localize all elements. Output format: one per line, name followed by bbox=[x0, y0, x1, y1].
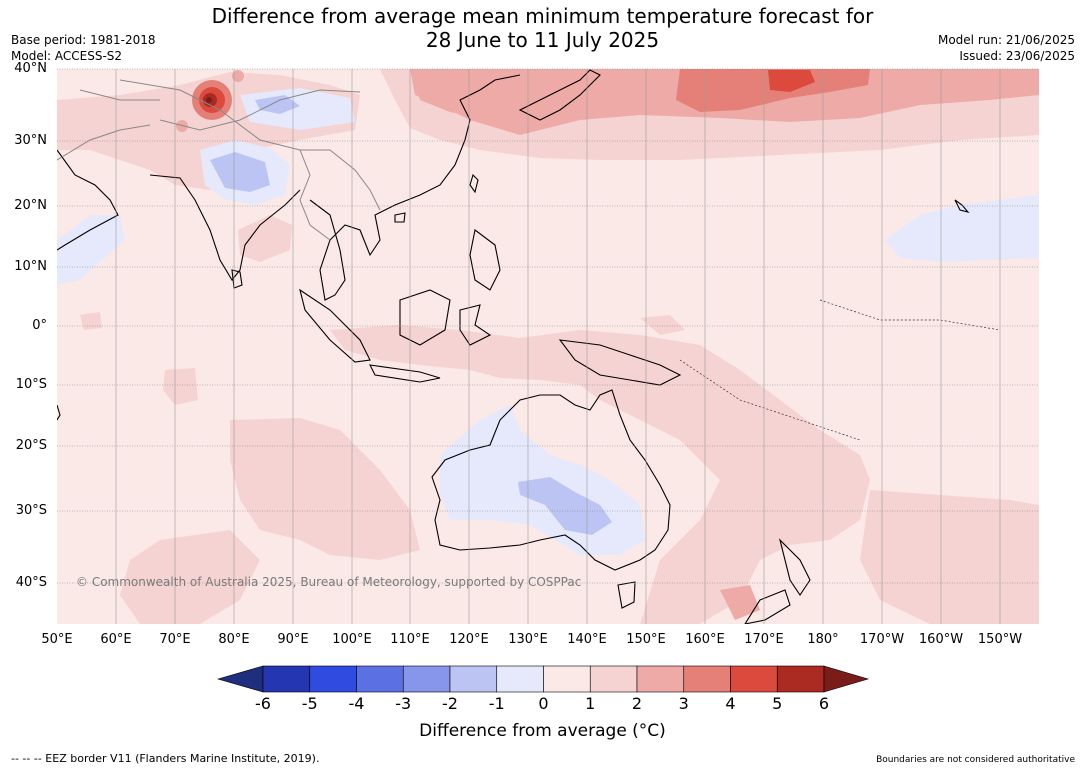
lon-label: 90°E bbox=[277, 632, 309, 647]
base-period: Base period: 1981-2018 bbox=[11, 33, 156, 47]
political-boundaries bbox=[57, 79, 381, 241]
colorbar-tick-label: -2 bbox=[442, 694, 458, 713]
anomaly-region-coral-sea bbox=[330, 325, 870, 624]
colorbar-tick-label: 3 bbox=[678, 694, 689, 713]
lat-label: 30°S bbox=[15, 503, 47, 518]
colorbar-tick-label: 5 bbox=[772, 694, 783, 713]
anomaly-region-arabian-negative bbox=[57, 215, 125, 285]
lon-label: 70°E bbox=[159, 632, 191, 647]
colorbar-tick-label: 0 bbox=[538, 694, 549, 713]
colorbar-tick-label: -1 bbox=[488, 694, 505, 713]
anomaly-region-himalaya-negative-2 bbox=[255, 95, 300, 114]
anomaly-region-japan-4-5 bbox=[710, 70, 728, 86]
hainan-coast bbox=[394, 212, 406, 223]
sulawesi-coast bbox=[459, 304, 492, 346]
lon-label: 140°E bbox=[567, 632, 607, 647]
lon-label: 50°E bbox=[41, 632, 73, 647]
hawaii-coast bbox=[954, 199, 970, 213]
meta-left: Base period: 1981-2018 Model: ACCESS-S2 bbox=[11, 32, 156, 64]
colorbar-tick-label: 6 bbox=[818, 694, 830, 713]
colorbar-tick-label: 4 bbox=[725, 694, 736, 713]
lat-label: 20°N bbox=[14, 198, 47, 213]
issued-date: Issued: 23/06/2025 bbox=[959, 49, 1075, 63]
new-zealand-north-coast bbox=[778, 538, 811, 596]
anomaly-region-north-pacific-5-6 bbox=[768, 70, 815, 92]
eez-borders bbox=[679, 299, 1001, 441]
anomaly-region-indian-ocean-2 bbox=[120, 530, 260, 624]
africa-coast bbox=[57, 404, 61, 421]
new-guinea-coast bbox=[558, 339, 682, 386]
anomaly-region-indian-ocean-1 bbox=[230, 418, 420, 560]
model-run: Model run: 21/06/2025 bbox=[937, 33, 1075, 47]
anomaly-region-equatorial bbox=[640, 315, 685, 335]
coastlines bbox=[57, 69, 970, 624]
lon-label: 150°W bbox=[977, 632, 1023, 647]
colorbar-label: Difference from average (°C) bbox=[419, 721, 666, 741]
anomaly-region-indian-ocean-4 bbox=[80, 312, 102, 330]
taiwan-coast bbox=[469, 173, 479, 194]
title-line-1: Difference from average mean minimum tem… bbox=[211, 4, 874, 28]
lat-label: 10°S bbox=[15, 377, 47, 392]
lat-label: 40°N bbox=[14, 61, 47, 76]
tasmania-coast bbox=[617, 581, 636, 609]
lat-label: 0° bbox=[32, 318, 47, 333]
lon-label: 130°E bbox=[508, 632, 548, 647]
colorbar-tick-label: -3 bbox=[395, 694, 412, 713]
east-asia-coast bbox=[309, 74, 521, 301]
japan-coast bbox=[518, 69, 601, 121]
anomaly-region-pacific-east bbox=[860, 490, 1039, 624]
lat-label: 20°S bbox=[15, 438, 47, 453]
boundaries-note: Boundaries are not considered authoritat… bbox=[876, 755, 1075, 765]
anomaly-spot-caspian bbox=[232, 70, 244, 82]
gridlines bbox=[57, 68, 1039, 584]
lon-label: 170°E bbox=[744, 632, 784, 647]
lon-label: 80°E bbox=[218, 632, 250, 647]
borneo-coast bbox=[399, 289, 451, 346]
map-title: Difference from average mean minimum tem… bbox=[0, 4, 1085, 52]
anomaly-region-australia-negative-2 bbox=[518, 477, 612, 535]
lon-label: 180° bbox=[807, 632, 839, 647]
meridians bbox=[115, 69, 1001, 624]
anomaly-region-north-pacific-negative bbox=[885, 195, 1039, 262]
anomaly-region-bay-of-bengal bbox=[238, 215, 292, 262]
colorbar-tick-label: -4 bbox=[348, 694, 365, 713]
anomaly-hotspot-core bbox=[206, 97, 212, 103]
anomaly-region-india-negative-2 bbox=[210, 152, 270, 192]
lon-label: 110°E bbox=[390, 632, 430, 647]
java-coast bbox=[369, 364, 441, 383]
colorbar-tick-label: -6 bbox=[255, 694, 271, 713]
lat-label: 10°N bbox=[14, 259, 47, 274]
anomaly-region-tasman-2-3 bbox=[720, 585, 760, 620]
title-line-2: 28 June to 11 July 2025 bbox=[425, 28, 660, 52]
sri-lanka-coast bbox=[231, 269, 243, 289]
sumatra-coast bbox=[299, 288, 371, 363]
india-coast bbox=[149, 174, 301, 281]
colorbar-tick-label: -5 bbox=[301, 694, 318, 713]
model-name: Model: ACCESS-S2 bbox=[11, 49, 123, 63]
lon-label: 60°E bbox=[100, 632, 132, 647]
new-zealand-south-coast bbox=[744, 589, 791, 624]
lon-label: 160°W bbox=[918, 632, 964, 647]
meta-right: Model run: 21/06/2025 Issued: 23/06/2025 bbox=[938, 32, 1075, 64]
australia-coast bbox=[431, 389, 671, 571]
eez-footnote: -- -- -- EEZ border V11 (Flanders Marine… bbox=[11, 752, 320, 765]
lon-label: 100°E bbox=[332, 632, 372, 647]
arabia-coast bbox=[57, 149, 119, 251]
philippines-coast bbox=[469, 229, 501, 291]
colorbar-tick-label: 1 bbox=[585, 694, 596, 713]
lon-label: 120°E bbox=[449, 632, 489, 647]
lon-label: 150°E bbox=[626, 632, 666, 647]
lon-label: 160°E bbox=[685, 632, 725, 647]
lat-label: 40°S bbox=[15, 575, 47, 590]
colorbar-tick-label: 2 bbox=[631, 694, 643, 713]
lon-label: 170°W bbox=[859, 632, 905, 647]
copyright-notice: © Commonwealth of Australia 2025, Bureau… bbox=[76, 575, 582, 589]
anomaly-region-indian-ocean-3 bbox=[163, 368, 198, 405]
lat-label: 30°N bbox=[14, 133, 47, 148]
